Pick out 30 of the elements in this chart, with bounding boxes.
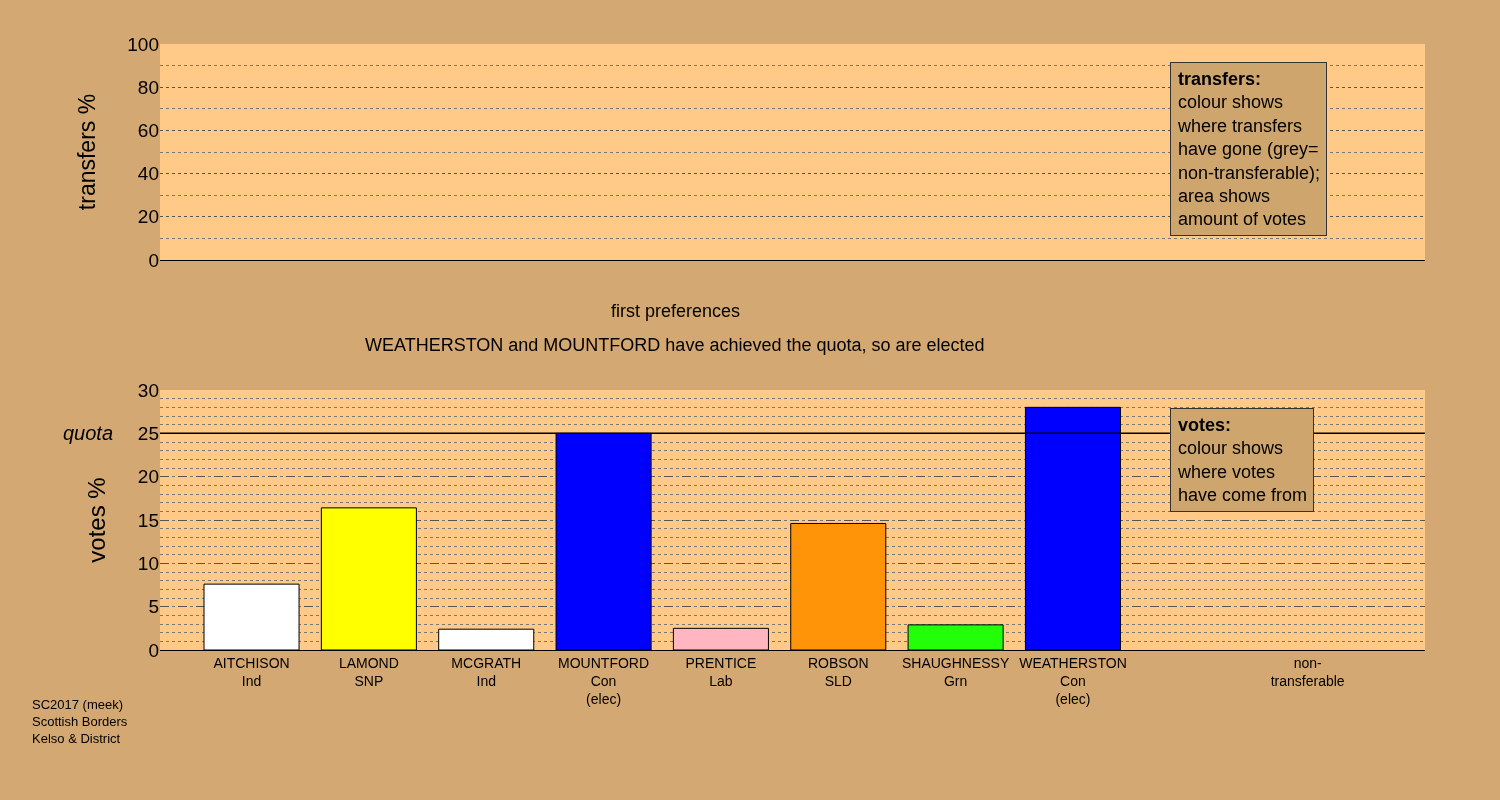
x-tick-label: MOUNTFORD Con (elec) (558, 654, 650, 708)
y-tick-label: 100 (127, 33, 159, 55)
y-tick-label: 0 (148, 249, 159, 271)
y-tick-label: 40 (137, 163, 159, 185)
x-tick-label: MCGRATH Ind (451, 654, 522, 689)
ref-line-label: quota (63, 422, 114, 444)
y-tick-label: 15 (137, 509, 159, 531)
annotation: transfers: colour shows where transfers have gone (grey= non-transferable); area shows amount of votes (1177, 69, 1321, 230)
y-axis-title: transfers % (73, 93, 100, 211)
y-tick-label: 80 (137, 76, 159, 98)
y-tick-label: 25 (137, 422, 159, 444)
x-tick-label: AITCHISON Ind (213, 654, 290, 689)
y-axis-title: votes % (82, 477, 110, 563)
y-tick-label: 10 (137, 552, 159, 574)
x-tick-label: PRENTICE Lab (685, 654, 757, 689)
x-tick-label: ROBSON SLD (807, 654, 869, 689)
chart-subtitle: WEATHERSTON and MOUNTFORD have achieved the quota, so are elected (365, 335, 985, 355)
annotation: votes: colour shows where votes have come from (1177, 415, 1308, 506)
x-tick-label: non- transferable (1270, 654, 1345, 689)
y-tick-label: 0 (148, 639, 159, 661)
chart-title: first preferences (611, 301, 741, 321)
y-tick-label: 20 (137, 206, 159, 228)
x-tick-label: WEATHERSTON Con (elec) (1019, 654, 1127, 708)
y-tick-label: 20 (137, 466, 159, 488)
y-tick-label: 5 (148, 596, 159, 618)
text: SC2017 (meek) Scottish Borders Kelso & District (32, 697, 128, 746)
y-tick-label: 30 (137, 379, 159, 401)
x-tick-label: LAMOND SNP (338, 654, 399, 689)
x-tick-label: SHAUGHNESSY Grn (901, 654, 1010, 689)
y-tick-label: 60 (137, 120, 159, 142)
